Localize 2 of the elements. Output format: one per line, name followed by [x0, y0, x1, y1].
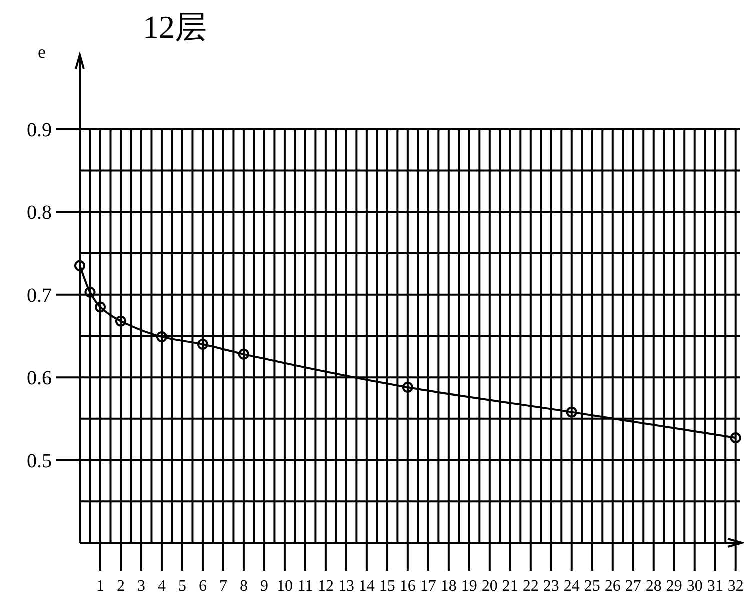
title: 12层	[143, 9, 207, 45]
ylabel: e	[38, 42, 46, 62]
